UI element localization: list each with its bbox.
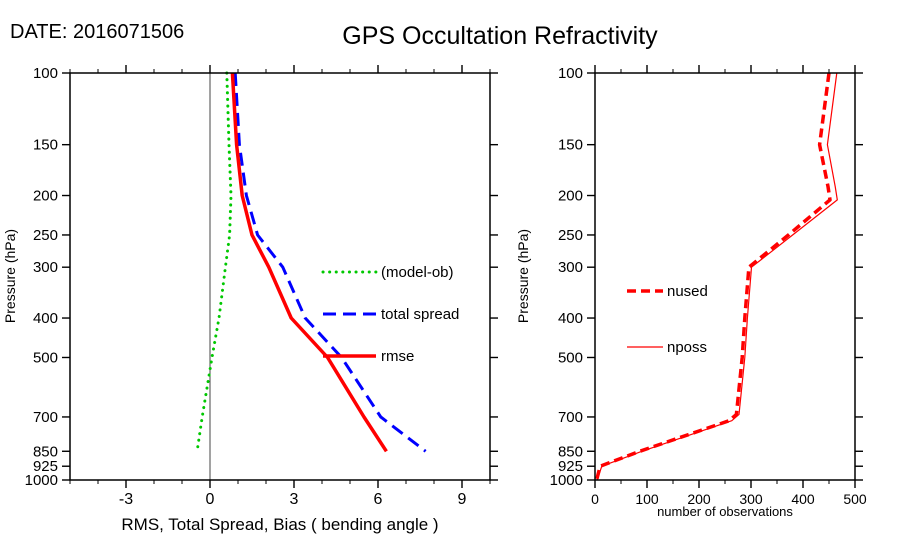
- legend-item: nused: [627, 283, 708, 300]
- x-tick-label: -3: [119, 491, 133, 508]
- y-tick-label: 400: [33, 310, 58, 327]
- y-tick-label: 300: [558, 259, 583, 276]
- x-tick-label: 6: [374, 491, 383, 508]
- series-line-model-ob: [195, 71, 233, 453]
- y-tick-label: 925: [558, 458, 583, 475]
- x-tick-label: 9: [458, 491, 467, 508]
- legend-label: nposs: [667, 339, 707, 356]
- y-tick-label: 500: [33, 349, 58, 366]
- x-tick-label: 400: [791, 491, 815, 507]
- legend-label: nused: [667, 283, 708, 300]
- x-tick-label: 300: [739, 491, 763, 507]
- y-tick-label: 850: [558, 443, 583, 460]
- y-tick-label: 200: [558, 188, 583, 205]
- y-tick-label: 300: [33, 259, 58, 276]
- x-axis-label: RMS, Total Spread, Bias ( bending angle …: [121, 515, 438, 534]
- y-tick-label: 150: [33, 137, 58, 154]
- legend-label: rmse: [381, 348, 414, 365]
- y-tick-label: 200: [33, 188, 58, 205]
- y-tick-label: 850: [33, 443, 58, 460]
- right-panel: 0 100 200 300 400 500 100 150 200 250 300 400 500 700…: [515, 65, 867, 519]
- y-tick-label: 1000: [25, 472, 58, 489]
- series-line-rmse: [230, 72, 388, 453]
- series-line-total-spread: [233, 72, 427, 453]
- y-tick-label: 250: [33, 227, 58, 244]
- y-tick-label: 400: [558, 310, 583, 327]
- x-tick-label: 200: [687, 491, 711, 507]
- x-axis-label: number of observations: [657, 504, 793, 519]
- y-axis-label: Pressure (hPa): [515, 229, 531, 323]
- y-tick-label: 100: [33, 65, 58, 82]
- y-tick-label: 500: [558, 349, 583, 366]
- series-line-nused: [594, 72, 832, 481]
- legend-item: total spread: [323, 306, 459, 323]
- series-line-nposs: [596, 72, 838, 481]
- x-tick-label: 500: [843, 491, 867, 507]
- x-tick-label: 0: [206, 491, 215, 508]
- plot-frame: [69, 72, 491, 481]
- date-label: DATE: 2016071506: [10, 21, 184, 43]
- y-tick-label: 150: [558, 137, 583, 154]
- left-panel: -3 0 3 6 9 100 150 200 250 300 400 500 700 8509251000…: [2, 65, 498, 534]
- legend-label: total spread: [381, 306, 459, 323]
- plot-frame: [594, 72, 856, 481]
- y-tick-label: 700: [558, 409, 583, 426]
- y-tick-label: 1000: [550, 472, 583, 489]
- y-tick-label: 100: [558, 65, 583, 82]
- x-tick-label: 3: [290, 491, 299, 508]
- y-tick-label: 250: [558, 227, 583, 244]
- legend-label: (model-ob): [381, 264, 454, 281]
- y-tick-label: 700: [33, 409, 58, 426]
- y-axis-label: Pressure (hPa): [2, 229, 18, 323]
- legend-item: nposs: [627, 339, 707, 356]
- y-tick-label: 925: [33, 458, 58, 475]
- x-tick-label: 0: [591, 491, 599, 507]
- legend-item: (model-ob): [321, 264, 454, 281]
- x-tick-label: 100: [635, 491, 659, 507]
- legend-item: rmse: [323, 348, 414, 365]
- chart-title: GPS Occultation Refractivity: [342, 22, 658, 50]
